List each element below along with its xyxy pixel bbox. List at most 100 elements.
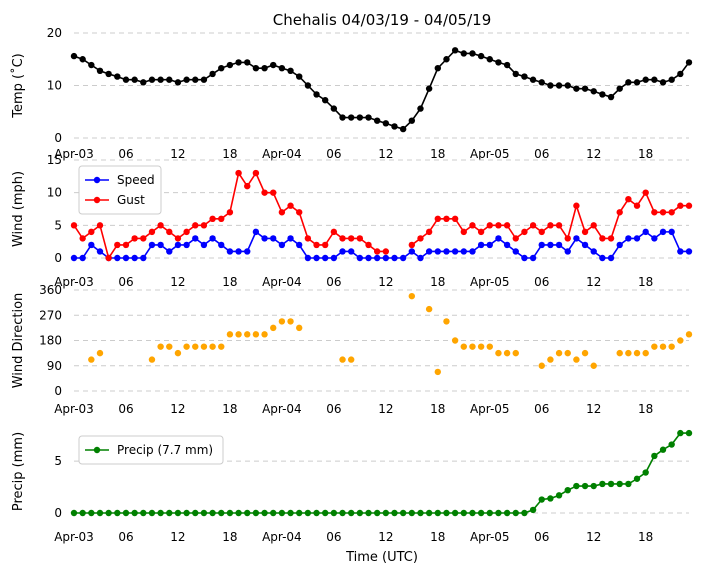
data-point	[659, 343, 667, 350]
data-point	[235, 169, 242, 177]
data-point	[287, 67, 294, 75]
data-point	[330, 509, 338, 517]
data-point	[114, 241, 121, 249]
series-temp	[70, 47, 693, 133]
data-point	[373, 248, 381, 255]
data-point	[495, 59, 502, 66]
data-point	[685, 331, 693, 338]
data-point	[633, 349, 641, 357]
data-point	[174, 235, 182, 242]
data-point	[296, 209, 303, 216]
y-axis-label: Wind Direction	[11, 293, 26, 389]
y-axis-label: Precip (mm)	[11, 432, 26, 511]
data-point	[625, 480, 632, 488]
data-point	[270, 324, 277, 332]
data-point	[408, 241, 416, 249]
legend-box	[78, 165, 162, 215]
data-point	[339, 509, 346, 517]
data-point	[287, 318, 294, 325]
x-tick-label: 06	[326, 147, 341, 161]
data-point	[460, 509, 467, 517]
data-point	[261, 189, 268, 196]
data-point	[651, 76, 658, 83]
data-point	[417, 509, 424, 517]
data-point	[261, 64, 268, 72]
data-point	[313, 91, 320, 98]
data-point	[226, 248, 234, 255]
data-point	[330, 254, 338, 262]
data-point	[244, 331, 251, 338]
data-point	[174, 349, 182, 357]
data-point	[668, 209, 675, 216]
data-point	[538, 362, 545, 369]
data-point	[590, 482, 597, 490]
data-point	[573, 482, 580, 490]
data-point	[209, 235, 216, 242]
data-point	[88, 228, 95, 236]
x-tick-label: 18	[222, 147, 237, 161]
data-point	[538, 79, 545, 86]
x-tick-label: 12	[170, 530, 185, 544]
x-tick-label: Apr-03	[54, 275, 94, 289]
data-point	[235, 248, 242, 255]
data-point	[114, 254, 121, 262]
data-point	[122, 76, 130, 83]
x-tick-label: 18	[430, 147, 445, 161]
data-point	[642, 76, 649, 83]
data-point	[304, 254, 312, 262]
data-point	[469, 343, 476, 350]
panel-temp: 0 10 20 Temp (˚C) Apr-03 06 12 18 Apr-04 06 12 18 Ap…	[10, 26, 693, 161]
data-point	[174, 509, 182, 517]
data-point	[365, 254, 372, 262]
data-point	[581, 228, 589, 236]
data-point	[166, 343, 173, 350]
x-tick-label: Apr-03	[54, 530, 94, 544]
data-point	[157, 222, 164, 229]
data-point	[495, 509, 502, 517]
x-tick-label: 06	[118, 530, 133, 544]
data-point	[296, 509, 303, 517]
x-tick-label: Apr-04	[262, 402, 302, 416]
x-tick-label: Apr-03	[54, 147, 94, 161]
data-point	[270, 509, 277, 517]
data-point	[651, 235, 658, 242]
data-point	[460, 248, 467, 255]
data-point	[503, 349, 511, 357]
data-point	[555, 492, 563, 499]
data-point	[200, 241, 208, 249]
data-point	[581, 482, 589, 490]
y-tick-label: 10	[47, 186, 62, 200]
data-point	[183, 76, 190, 83]
data-point	[200, 222, 208, 229]
data-point	[321, 241, 329, 249]
data-point	[564, 248, 571, 255]
y-tick-label: 0	[54, 251, 62, 265]
y-tick-label: 360	[39, 283, 62, 297]
data-point	[616, 480, 623, 488]
data-point	[252, 64, 260, 72]
data-point	[555, 349, 563, 357]
series-line	[74, 230, 689, 260]
data-point	[642, 469, 649, 476]
data-point	[625, 79, 632, 86]
data-point	[96, 509, 104, 517]
data-point	[296, 241, 303, 249]
data-point	[70, 509, 78, 517]
data-point	[70, 254, 78, 262]
data-point	[408, 117, 416, 124]
data-point	[590, 248, 597, 255]
legend-label: Speed	[117, 173, 155, 187]
data-point	[218, 215, 225, 222]
data-point	[287, 202, 294, 209]
data-point	[391, 509, 398, 517]
data-point	[321, 97, 329, 104]
x-tick-label: 12	[170, 402, 185, 416]
y-tick-label: 180	[39, 334, 62, 348]
data-point	[512, 70, 519, 78]
x-tick-label: 18	[638, 402, 653, 416]
data-point	[235, 59, 242, 66]
data-point	[616, 241, 623, 249]
x-tick-label: 18	[222, 275, 237, 289]
data-point	[425, 248, 433, 255]
